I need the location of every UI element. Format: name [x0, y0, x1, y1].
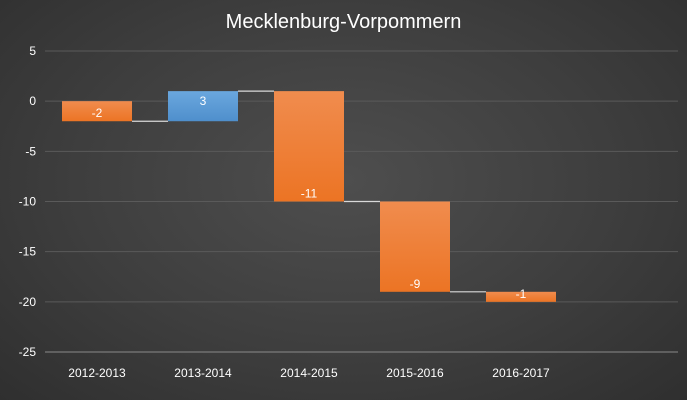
data-label: -11: [301, 187, 318, 201]
x-tick-label: 2013-2014: [174, 366, 232, 380]
y-tick-label: -5: [25, 144, 36, 158]
data-labels: -2 3 -11 -9 -1: [92, 94, 527, 301]
y-tick-label: -25: [19, 345, 37, 359]
y-tick-label: -10: [19, 195, 37, 209]
data-label: 3: [200, 94, 207, 108]
x-tick-label: 2012-2013: [68, 366, 126, 380]
data-label: -9: [410, 277, 421, 291]
x-tick-label: 2015-2016: [386, 366, 444, 380]
data-label: -1: [516, 287, 527, 301]
x-tick-label: 2014-2015: [280, 366, 338, 380]
connectors: [132, 90, 486, 293]
data-label: -2: [92, 106, 103, 120]
bar: [168, 91, 238, 122]
bar: [380, 201, 450, 292]
bar: [62, 101, 132, 122]
y-tick-label: -20: [19, 295, 37, 309]
chart-title: Mecklenburg-Vorpommern: [225, 11, 462, 33]
x-axis: 2012-2013 2013-2014 2014-2015 2015-2016 2016…: [68, 366, 550, 380]
y-tick-label: -15: [19, 245, 37, 259]
bar: [274, 91, 344, 202]
bars: [62, 91, 556, 302]
y-tick-label: 5: [29, 44, 36, 58]
y-tick-label: 0: [29, 94, 36, 108]
bar: [486, 291, 556, 302]
x-tick-label: 2016-2017: [492, 366, 550, 380]
y-axis: 5 0 -5 -10 -15 -20 -25: [19, 44, 37, 359]
